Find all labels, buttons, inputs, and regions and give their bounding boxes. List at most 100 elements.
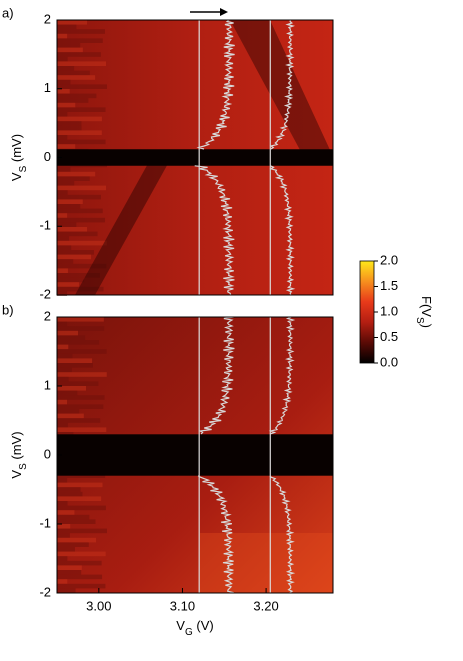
colorbar-tick-label: 0.0 [380,354,398,369]
heatmap-noise [57,556,68,561]
y-tick-label: -2 [39,584,51,599]
heatmap-noise [57,144,76,149]
y-tick-label: 0 [44,446,51,461]
heatmap-noise [57,317,104,322]
heatmap-noise [57,121,82,126]
heatmap-noise [57,185,106,191]
heatmap-noise [57,321,68,327]
trace [269,19,295,150]
trace [268,316,296,435]
panel-label: a) [2,5,14,20]
heatmap-noise [57,372,107,377]
y-tick-label: 2 [44,308,51,323]
heatmap-noise [57,204,81,209]
heatmap-noise [57,418,101,423]
heatmap-noise [57,514,90,520]
heatmap-noise [57,427,107,432]
trace [269,165,296,295]
heatmap-noise [57,574,103,580]
y-axis-label: VS (mV) [9,431,29,478]
y-axis-label-part: V [9,172,24,181]
y-axis-label: VS (mV) [9,134,29,181]
heatmap-noise [57,259,74,264]
trace [196,19,235,150]
heatmap-noise [57,551,106,557]
heatmap-noise [57,505,106,511]
heatmap-noise [57,29,105,34]
heatmap-bright [200,533,333,593]
heatmap-noise [57,98,89,103]
heatmap-noise [57,263,107,269]
heatmap-noise [57,52,101,57]
heatmap-noise [57,24,77,30]
colorbar-tick-label: 1.5 [380,278,398,293]
heatmap-streak [75,160,170,295]
heatmap-noise [57,273,100,278]
heatmap-noise [57,335,86,340]
heatmap-noise [57,363,93,368]
panel-label: b) [2,302,14,317]
heatmap-noise [57,349,107,354]
heatmap-noise [57,181,75,186]
heatmap-noise [57,112,68,117]
colorbar [359,260,375,364]
heatmap-noise [57,340,100,345]
heatmap-noise [57,75,96,80]
heatmap-noise [57,501,68,506]
heatmap-noise [57,139,106,145]
heatmap-noise [57,482,103,488]
heatmap-noise [57,84,107,89]
heatmap-noise [57,491,83,497]
colorbar-label: F(VS) [414,296,434,328]
heatmap-noise [57,478,68,483]
x-axis-label-part: G [185,627,193,638]
x-axis-label: VG (V) [176,618,213,638]
heatmap-noise [57,326,105,331]
heatmap-noise [57,528,107,534]
y-axis-label-part: S [18,463,29,470]
heatmap-noise [57,240,107,246]
x-axis-label-part: (V) [193,618,214,633]
heatmap-noise [57,245,72,250]
heatmap-noise [57,190,68,195]
heatmap-noise [57,473,106,478]
y-axis-label-part: S [18,165,29,172]
heatmap-noise [57,537,97,543]
y-tick-label: -2 [39,286,51,301]
heatmap-noise [57,588,76,593]
heatmap-noise [57,570,82,575]
heatmap-noise [57,487,81,492]
heatmap-noise [57,386,87,391]
x-tick-label: 3.10 [170,598,195,613]
heatmap-noise [57,250,94,255]
heatmap-noise [57,268,68,273]
heatmap-noise [57,277,85,283]
heatmap-noise [57,409,80,414]
heatmap-noise [57,213,68,218]
heatmap-noise [57,61,107,66]
heatmap-noise [57,422,68,428]
heatmap-noise [57,565,82,570]
sweep-arrow-head [220,8,228,16]
trace [194,165,235,296]
heatmap-noise [57,547,75,552]
heatmap-noise [57,227,88,232]
heatmap-noise [57,496,102,501]
heatmap-noise [57,399,68,405]
x-tick-label: 3.20 [253,598,278,613]
heatmap-noise [57,208,103,214]
heatmap-noise [57,217,106,223]
heatmap-noise [57,330,79,336]
heatmap-noise [57,376,69,382]
heatmap-noise [57,254,92,260]
heatmap-noise [57,135,68,140]
heatmap-noise [57,344,69,350]
trace [198,316,235,435]
heatmap-noise [57,167,71,172]
x-tick-label: 3.00 [86,598,111,613]
trace [269,475,296,594]
heatmap-noise [57,130,102,135]
heatmap-noise [57,38,103,43]
y-tick-label: 2 [44,11,51,26]
colorbar-tick-label: 1.0 [380,303,398,318]
